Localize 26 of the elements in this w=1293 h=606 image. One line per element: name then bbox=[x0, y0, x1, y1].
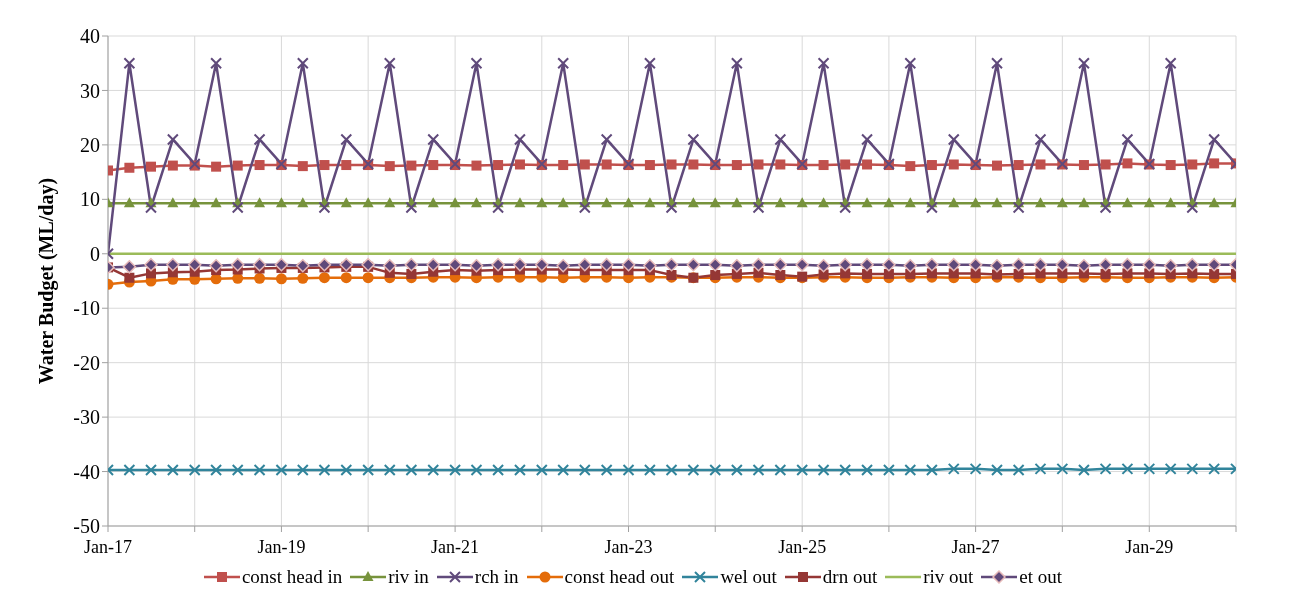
x-tick-label: Jan-23 bbox=[604, 536, 653, 557]
y-tick-label: -40 bbox=[73, 460, 100, 483]
legend-label: const head in bbox=[241, 566, 343, 588]
y-tick-label: 20 bbox=[80, 133, 100, 156]
y-tick-label: -30 bbox=[73, 406, 100, 429]
legend-label: rch in bbox=[474, 566, 519, 588]
y-tick-label: 10 bbox=[80, 188, 100, 211]
legend-label: drn out bbox=[822, 566, 878, 588]
x-tick-label: Jan-19 bbox=[257, 536, 306, 557]
y-tick-label: -20 bbox=[73, 351, 100, 374]
y-tick-label: 0 bbox=[90, 242, 100, 265]
x-tick-label: Jan-25 bbox=[778, 536, 827, 557]
x-tick-label: Jan-17 bbox=[84, 536, 132, 557]
x-tick-label: Jan-29 bbox=[1125, 536, 1174, 557]
y-tick-label: -50 bbox=[73, 515, 100, 538]
legend-label: const head out bbox=[564, 566, 675, 588]
legend-label: riv out bbox=[923, 566, 974, 588]
x-tick-label: Jan-27 bbox=[951, 536, 1000, 557]
legend-label: wel out bbox=[720, 566, 777, 588]
y-axis-title: Water Budget (ML/day) bbox=[35, 177, 59, 385]
legend-label: et out bbox=[1019, 566, 1063, 588]
y-tick-label: -10 bbox=[73, 297, 100, 320]
y-tick-label: 30 bbox=[80, 79, 100, 102]
x-tick-label: Jan-21 bbox=[431, 536, 480, 557]
y-tick-label: 40 bbox=[80, 25, 100, 48]
legend-label: riv in bbox=[388, 566, 429, 588]
